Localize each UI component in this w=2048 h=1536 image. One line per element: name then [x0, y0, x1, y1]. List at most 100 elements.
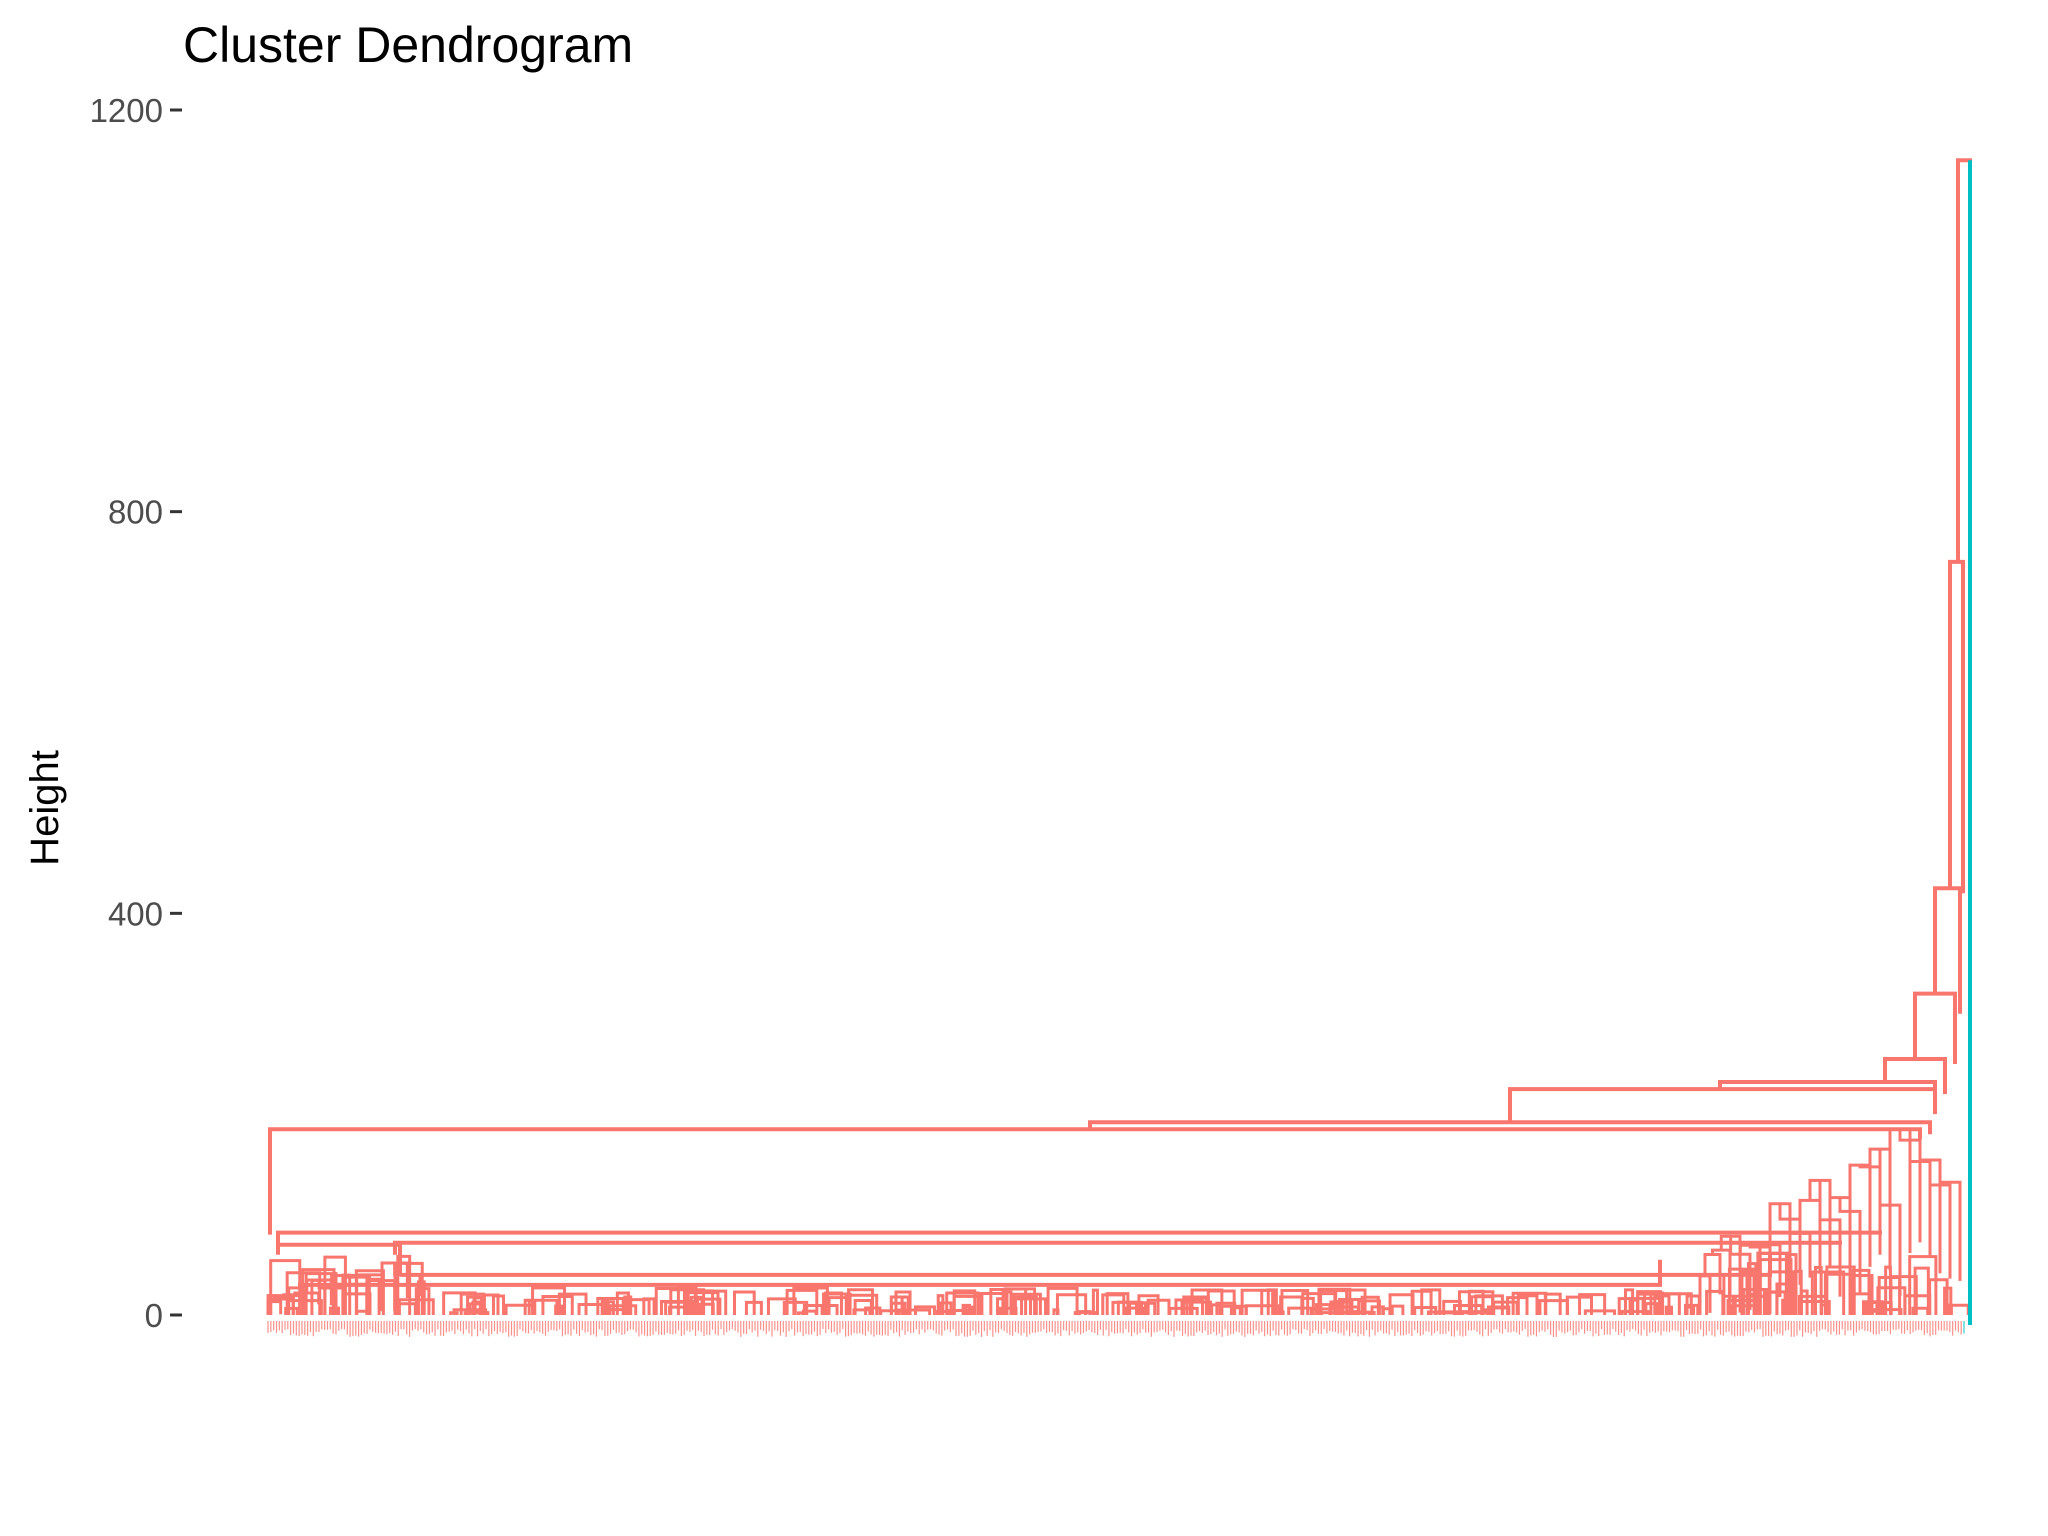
dendrogram-link-309: [1933, 886, 1962, 1014]
dendrogram-link-242: [1705, 1289, 1725, 1315]
dendrogram-link-196: [600, 1300, 615, 1315]
dendrogram-link-262: [282, 1293, 308, 1309]
dendrogram-link-302: [1938, 1180, 1962, 1281]
dendrogram-link-204: [1046, 1286, 1079, 1315]
dendrogram-link-179: [1729, 1304, 1757, 1315]
dendrogram-link-298: [1898, 1128, 1922, 1243]
dendrogram-link-164: [1453, 1304, 1484, 1315]
dendrogram-link-256: [889, 1301, 907, 1315]
dendrogram-link-198: [1583, 1309, 1617, 1315]
dendrogram-link-106: [936, 1294, 945, 1315]
dendrogram-link-165: [695, 1297, 722, 1315]
dendrogram-link-218: [1565, 1295, 1593, 1315]
dendrogram-link-310: [1948, 559, 1965, 894]
dendrogram-link-177: [603, 1296, 629, 1315]
dendrogram-link-118: [1794, 1269, 1803, 1315]
dendrogram-link-274: [400, 1254, 1772, 1277]
dendrogram-link-92: [1005, 1287, 1028, 1315]
dendrogram-link-112: [1877, 1276, 1902, 1315]
dendrogram-link-307: [1883, 1056, 1947, 1095]
dendrogram-link-157: [1664, 1305, 1673, 1315]
chart-title: Cluster Dendrogram: [183, 17, 633, 73]
dendrogram-link-206: [355, 1309, 371, 1315]
dendrogram-leaf-labels: [267, 1321, 1965, 1337]
dendrogram-link-186: [1636, 1296, 1664, 1315]
dendrogram-link-113: [1578, 1293, 1607, 1315]
y-tick-label-0: 0: [145, 1297, 163, 1334]
dendrogram-link-174: [947, 1308, 969, 1315]
dendrogram-link-120: [1623, 1288, 1635, 1315]
dendrogram-link-151: [1410, 1289, 1433, 1315]
dendrogram-link-214: [732, 1290, 756, 1315]
dendrogram-link-285: [1768, 1202, 1792, 1307]
dendrogram-link-211: [1658, 1292, 1693, 1315]
dendrogram-link-188: [1506, 1296, 1529, 1315]
dendrogram-link-125: [1866, 1308, 1903, 1315]
dendrogram-link-228: [1180, 1300, 1213, 1315]
dendrogram-link-255: [961, 1303, 971, 1315]
dendrogram-link-155: [541, 1294, 574, 1315]
dendrogram-link-94: [844, 1293, 879, 1315]
dendrogram-link-275: [393, 1240, 1842, 1255]
dendrogram-link-284: [1758, 1243, 1782, 1298]
dendrogram-link-243: [1908, 1255, 1938, 1315]
dendrogram-link-39: [1091, 1288, 1099, 1315]
dendrogram-link-28: [397, 1302, 417, 1315]
dendrogram-link-247: [1011, 1292, 1042, 1315]
dendrogram-link-230: [1001, 1290, 1013, 1315]
dendrogram-link-208: [1390, 1304, 1405, 1315]
dendrogram-link-258: [1618, 1310, 1650, 1315]
dendrogram-link-234: [1052, 1308, 1060, 1315]
dendrogram-link-225: [577, 1303, 610, 1315]
y-tick-label-400: 400: [108, 895, 163, 932]
dendrogram-link-203: [1317, 1287, 1352, 1315]
dendrogram-link-261: [272, 1294, 295, 1315]
dendrogram-link-290: [1818, 1180, 1842, 1297]
y-tick-label-800: 800: [108, 494, 163, 531]
dendrogram-link-308: [1913, 991, 1957, 1064]
dendrogram-link-252: [1190, 1288, 1224, 1315]
dendrogram-link-286: [1778, 1203, 1802, 1285]
dendrogram-link-200: [801, 1309, 818, 1315]
dendrogram-link-245: [1470, 1295, 1495, 1315]
dendrogram-link-171: [852, 1308, 872, 1315]
dendrogram-link-219: [531, 1286, 566, 1315]
dendrogram-link-191: [1413, 1306, 1438, 1315]
dendrogram-link-301: [1928, 1160, 1952, 1279]
dendrogram-link-168: [1229, 1306, 1242, 1315]
dendrogram-link-223: [1928, 1278, 1949, 1315]
dendrogram-link-236: [468, 1302, 482, 1315]
dendrogram-link-95: [1511, 1291, 1548, 1315]
dendrogram-link-43: [642, 1297, 656, 1315]
dendrogram-link-259: [1013, 1295, 1038, 1315]
dendrogram-link-102: [1260, 1288, 1275, 1315]
dendrogram-link-266: [330, 1273, 359, 1310]
dendrogram-link-163: [913, 1305, 936, 1315]
dendrogram-link-216: [459, 1292, 486, 1315]
dendrogram-link-306: [1718, 1080, 1937, 1105]
dendrogram-link-277: [1698, 1274, 1712, 1315]
dendrogram-link-249: [766, 1297, 797, 1315]
dendrogram-link-283: [1748, 1245, 1772, 1314]
y-axis-label: Height: [23, 750, 67, 866]
dendrogram-link-132: [1055, 1293, 1088, 1315]
dendrogram-link-62: [1543, 1292, 1562, 1315]
dendrogram-link-244: [669, 1288, 706, 1315]
dendrogram-link-305: [1508, 1087, 1937, 1123]
dendrogram-links: [266, 158, 1972, 1325]
dendrogram-link-220: [1309, 1307, 1339, 1315]
dendrogram-link-248: [1433, 1311, 1460, 1315]
dendrogram-link-144: [945, 1291, 980, 1315]
dendrogram-link-20: [827, 1296, 851, 1315]
dendrogram-link-133: [1128, 1301, 1157, 1315]
dendrogram-link-246: [1775, 1282, 1788, 1315]
dendrogram-link-287: [1788, 1219, 1812, 1278]
dendrogram-link-240: [1188, 1296, 1209, 1315]
dendrogram-link-268: [355, 1273, 384, 1312]
dendrogram-link-241: [952, 1289, 977, 1315]
dendrogram-link-253: [1813, 1266, 1823, 1315]
dendrogram-link-222: [1442, 1299, 1462, 1315]
dendrogram-link-202: [1116, 1300, 1141, 1315]
dendrogram-link-303: [268, 1127, 1922, 1235]
dendrogram-link-294: [1858, 1165, 1882, 1255]
